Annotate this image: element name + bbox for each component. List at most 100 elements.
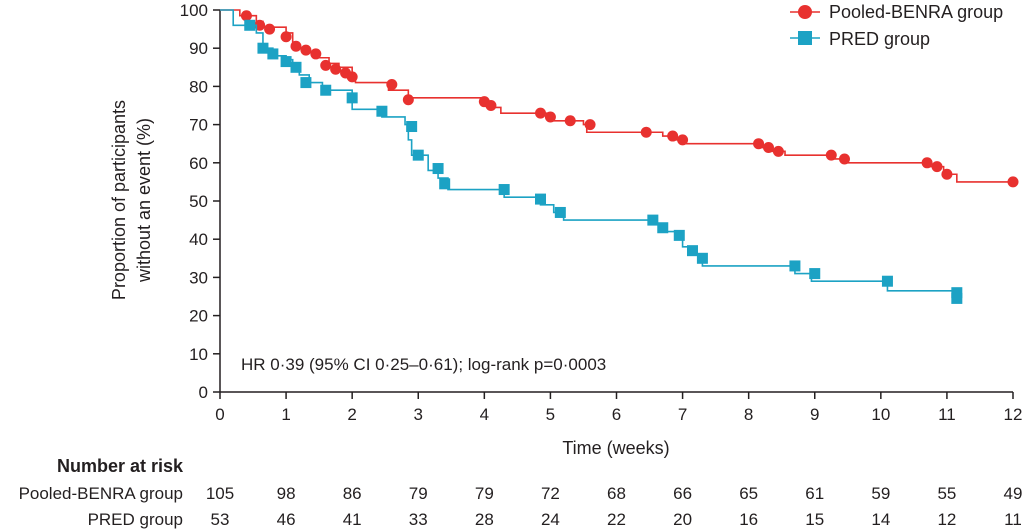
risk-value: 59 [871, 484, 890, 503]
censor-marker-pred [673, 229, 685, 241]
legend-marker-pred [798, 31, 812, 45]
censor-marker-pooled-benra [941, 168, 953, 180]
x-tick-label: 11 [938, 405, 956, 424]
x-tick-label: 4 [480, 405, 489, 424]
censor-marker-pred [498, 184, 510, 196]
risk-value: 22 [607, 510, 626, 529]
censor-marker-pooled-benra [346, 71, 358, 83]
x-tick-label: 3 [414, 405, 423, 424]
risk-value: 79 [409, 484, 428, 503]
censor-marker-pooled-benra [640, 126, 652, 138]
y-axis-title-line1: Proportion of participants [109, 100, 129, 300]
x-axis-title: Time (weeks) [562, 438, 669, 458]
censor-marker-pred [244, 19, 256, 31]
risk-value: 66 [673, 484, 692, 503]
censor-marker-pred [789, 260, 801, 272]
risk-value: 86 [343, 484, 362, 503]
censor-marker-pred [686, 245, 698, 257]
risk-value: 12 [937, 510, 956, 529]
y-tick-label: 80 [189, 77, 208, 96]
censor-marker-pred [881, 275, 893, 287]
censor-marker-pred [951, 292, 963, 304]
censor-marker-pooled-benra [310, 48, 322, 60]
censor-marker-pred [432, 163, 444, 175]
censor-marker-pooled-benra [485, 100, 497, 111]
risk-value: 49 [1004, 484, 1023, 503]
y-tick-label: 70 [189, 116, 208, 135]
x-tick-label: 8 [744, 405, 753, 424]
x-tick-label: 12 [1004, 405, 1023, 424]
risk-value: 28 [475, 510, 494, 529]
legend-label-pooled-benra: Pooled-BENRA group [829, 2, 1003, 22]
censor-marker-pred [535, 193, 547, 205]
censor-marker-pred [412, 149, 424, 161]
censor-marker-pooled-benra [667, 130, 679, 142]
y-tick-label: 40 [189, 230, 208, 249]
y-tick-label: 10 [189, 345, 208, 364]
y-tick-label: 30 [189, 268, 208, 287]
risk-value: 61 [805, 484, 824, 503]
y-axis-title-line2: without an event (%) [134, 118, 154, 283]
censor-marker-pred [809, 268, 821, 280]
risk-value: 105 [206, 484, 234, 503]
x-tick-label: 5 [546, 405, 555, 424]
risk-value: 33 [409, 510, 428, 529]
censor-marker-pred [406, 121, 418, 133]
censor-marker-pred [280, 56, 292, 68]
censor-marker-pred [554, 206, 566, 218]
censor-marker-pooled-benra [825, 149, 837, 161]
censor-marker-pooled-benra [264, 23, 276, 35]
censor-marker-pred [951, 287, 963, 299]
y-tick-label: 100 [180, 1, 208, 20]
x-tick-label: 7 [678, 405, 687, 424]
censor-marker-pooled-benra [386, 78, 398, 90]
risk-value: 24 [541, 510, 560, 529]
series-line-pred [220, 9, 957, 292]
risk-value: 98 [277, 484, 296, 503]
y-tick-label: 50 [189, 192, 208, 211]
censor-marker-pred [320, 84, 332, 96]
censor-marker-pooled-benra [762, 142, 774, 154]
censor-marker-pooled-benra [921, 157, 933, 169]
risk-value: 15 [805, 510, 824, 529]
risk-table-title: Number at risk [57, 456, 184, 476]
censor-marker-pooled-benra [240, 10, 252, 22]
legend-marker-pooled-benra [798, 5, 812, 19]
y-tick-label: 20 [189, 307, 208, 326]
risk-values: 105 98 86 79 79 72 68 66 65 61 59 55 49 53 46 41 33 28 24 2… [206, 484, 1023, 529]
censor-marker-pooled-benra [402, 94, 414, 106]
y-tick-label: 0 [199, 383, 208, 402]
censor-marker-pooled-benra [772, 145, 784, 157]
censor-marker-pred [376, 105, 388, 117]
censor-marker-pred [267, 48, 279, 60]
risk-value: 14 [871, 510, 890, 529]
legend: Pooled-BENRA group PRED group [790, 2, 1003, 49]
risk-value: 41 [343, 510, 362, 529]
risk-value: 46 [277, 510, 296, 529]
censor-marker-pooled-benra [677, 134, 689, 146]
x-tick-label: 2 [347, 405, 356, 424]
censor-marker-pooled-benra [535, 107, 547, 119]
censor-marker-pooled-benra [300, 44, 312, 56]
risk-value: 53 [211, 510, 230, 529]
risk-value: 68 [607, 484, 626, 503]
censor-marker-pooled-benra [838, 153, 850, 165]
censor-marker-pred [346, 92, 358, 104]
risk-value: 11 [1004, 510, 1022, 529]
x-tick-label: 9 [810, 405, 819, 424]
censor-marker-pooled-benra [280, 31, 292, 43]
censor-marker-pooled-benra [290, 40, 302, 52]
censor-marker-pooled-benra [1007, 176, 1019, 188]
censor-marker-pooled-benra [564, 115, 576, 127]
censor-marker-pooled-benra [753, 138, 765, 150]
number-at-risk-table: Number at risk Pooled-BENRA group PRED g… [19, 456, 1023, 529]
risk-value: 55 [937, 484, 956, 503]
risk-row-label-pred: PRED group [88, 510, 183, 529]
censor-marker-pred [696, 252, 708, 264]
censor-marker-pred [300, 77, 312, 89]
risk-value: 20 [673, 510, 692, 529]
censor-marker-pooled-benra [544, 111, 556, 123]
risk-value: 72 [541, 484, 560, 503]
censor-marker-pred [290, 61, 302, 73]
